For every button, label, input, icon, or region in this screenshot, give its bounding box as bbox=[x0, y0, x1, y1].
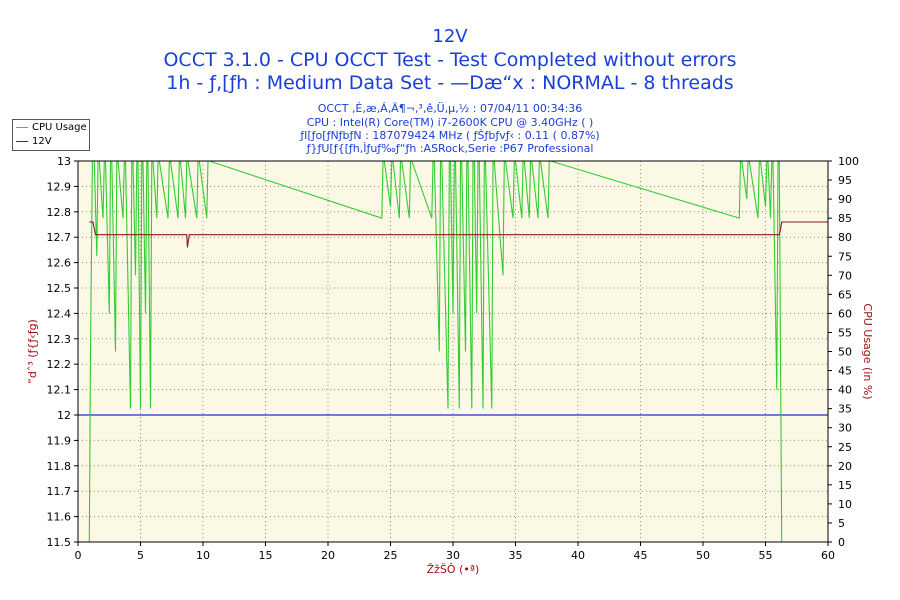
y2-tick-label: 45 bbox=[838, 365, 852, 378]
legend-label-12v: 12V bbox=[32, 136, 52, 147]
y2-tick-label: 70 bbox=[838, 269, 852, 282]
y-tick-label: 12.7 bbox=[47, 231, 72, 244]
chart-subtitle-mode: 1h - ƒ‚[ƒh : Medium Data Set - —Dæ“x : N… bbox=[166, 72, 734, 94]
y2-tick-label: 75 bbox=[838, 250, 852, 263]
y2-tick-label: 5 bbox=[838, 517, 845, 530]
y2-tick-label: 85 bbox=[838, 212, 852, 225]
y-tick-label: 11.5 bbox=[47, 536, 72, 549]
y-tick-label: 11.6 bbox=[47, 511, 72, 524]
y2-tick-label: 10 bbox=[838, 498, 852, 511]
chart-legend: CPU Usage 12V bbox=[12, 119, 90, 151]
y2-tick-label: 40 bbox=[838, 384, 852, 397]
x-tick-label: 35 bbox=[509, 549, 523, 562]
y-tick-label: 12.9 bbox=[47, 180, 72, 193]
x-tick-label: 50 bbox=[696, 549, 710, 562]
y-tick-label: 12.3 bbox=[47, 333, 72, 346]
y2-tick-label: 60 bbox=[838, 307, 852, 320]
series-line-12v bbox=[89, 221, 828, 248]
y-tick-label: 12.1 bbox=[47, 384, 72, 397]
y-axis-label: “dˆ³ (ƒ{ƒ‹ƒg) bbox=[26, 319, 39, 384]
plot-border bbox=[77, 160, 829, 543]
y2-tick-label: 0 bbox=[838, 536, 845, 549]
x-tick-label: 60 bbox=[821, 549, 835, 562]
x-tick-label: 20 bbox=[321, 549, 335, 562]
x-axis-label: ŽžŠÔ (•ª) bbox=[427, 563, 480, 576]
y2-tick-label: 30 bbox=[838, 422, 852, 435]
y2-tick-label: 35 bbox=[838, 403, 852, 416]
y2-tick-label: 100 bbox=[838, 155, 859, 168]
y2-tick-label: 90 bbox=[838, 193, 852, 206]
y-tick-label: 12.6 bbox=[47, 257, 72, 270]
info-generated: OCCT ‚É‚æ‚Á‚Ä¶¬‚³‚ê‚Ü‚µ‚½ : 07/04/11 00:… bbox=[317, 102, 583, 115]
y2-tick-label: 20 bbox=[838, 460, 852, 473]
x-tick-label: 0 bbox=[75, 549, 82, 562]
y-tick-label: 11.8 bbox=[47, 460, 72, 473]
legend-item-12v: 12V bbox=[16, 136, 52, 148]
y-tick-label: 12.2 bbox=[47, 358, 72, 371]
chart-subtitle-test: OCCT 3.1.0 - CPU OCCT Test - Test Comple… bbox=[163, 49, 737, 71]
y2-tick-label: 95 bbox=[838, 174, 852, 187]
x-tick-label: 5 bbox=[137, 549, 144, 562]
y-tick-label: 11.7 bbox=[47, 485, 72, 498]
x-tick-label: 10 bbox=[196, 549, 210, 562]
info-cpu: CPU : Intel(R) Core(TM) i7-2600K CPU @ 3… bbox=[306, 116, 594, 129]
y-tick-label: 12.5 bbox=[47, 282, 72, 295]
x-tick-label: 40 bbox=[571, 549, 585, 562]
plot-area bbox=[78, 161, 828, 542]
x-tick-label: 25 bbox=[384, 549, 398, 562]
y2-tick-label: 65 bbox=[838, 288, 852, 301]
y2-tick-label: 50 bbox=[838, 346, 852, 359]
x-tick-label: 15 bbox=[259, 549, 273, 562]
y2-tick-label: 55 bbox=[838, 326, 852, 339]
y2-tick-label: 80 bbox=[838, 231, 852, 244]
info-overclock: ƒI[ƒo[ƒNƒbƒN : 187079424 MHz ( ƒŠƒbƒvƒ‹ … bbox=[300, 129, 600, 142]
x-tick-label: 45 bbox=[634, 549, 648, 562]
chart-title: 12V bbox=[432, 26, 468, 47]
info-motherboard: ƒ}ƒU[ƒ{[ƒh‚Ìƒuƒ‰ƒ“ƒh :ASRock,Serie :P67 … bbox=[306, 142, 594, 155]
x-tick-label: 30 bbox=[446, 549, 460, 562]
series-line-cpu-usage bbox=[88, 160, 828, 543]
legend-swatch-cpu-usage bbox=[16, 126, 28, 128]
y-tick-label: 12 bbox=[57, 409, 71, 422]
legend-label-cpu-usage: CPU Usage bbox=[32, 122, 87, 133]
y-tick-label: 13 bbox=[57, 155, 71, 168]
y2-axis-label: CPU Usage (in %) bbox=[861, 303, 874, 399]
y-tick-label: 11.9 bbox=[47, 434, 72, 447]
legend-item-cpu-usage: CPU Usage bbox=[16, 122, 87, 134]
y-tick-label: 12.4 bbox=[47, 307, 72, 320]
y2-tick-label: 25 bbox=[838, 441, 852, 454]
y2-tick-label: 15 bbox=[838, 479, 852, 492]
y-tick-label: 12.8 bbox=[47, 206, 72, 219]
legend-swatch-12v bbox=[16, 140, 28, 142]
x-tick-label: 55 bbox=[759, 549, 773, 562]
